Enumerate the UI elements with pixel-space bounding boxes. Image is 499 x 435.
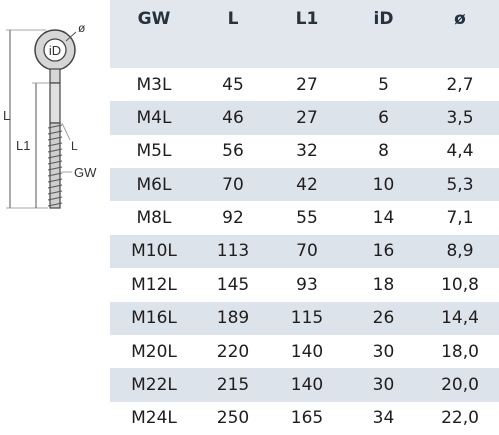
table-cell: 140 [268,334,346,369]
table-cell: 70 [268,234,346,269]
eye-bolt-icon: iD ø L L1 L GW [3,21,97,209]
table-cell: 14,4 [421,301,499,335]
table-cell: 10,8 [421,268,499,302]
table-cell: 5,3 [421,168,499,202]
table-cell: 8,9 [421,234,499,269]
table-cell: 92 [198,201,268,235]
table-cell: 18 [346,268,421,302]
table-cell: 55 [268,201,346,235]
table-cell: 34 [346,401,421,435]
column-header: L [198,0,268,68]
table-cell: 113 [198,234,268,269]
label-shank: L [71,139,78,153]
table-cell: 215 [198,368,268,402]
table-cell: 220 [198,334,268,369]
dimensions-table: GW L L1 iD ø M3L 45 27 5 2,7 M4L 46 27 6 3,5 M5L 56 32 8 4,… [110,0,499,435]
table-cell: 30 [346,368,421,402]
column-header: iD [346,0,421,68]
eye-bolt-drawing: iD ø L L1 L GW [0,0,110,230]
table-cell: M3L [110,68,198,102]
table-cell: 27 [268,101,346,135]
table-cell: 4,4 [421,134,499,169]
table-cell: M22L [110,368,198,402]
table-cell: 6 [346,101,421,135]
table-cell: 5 [346,68,421,102]
table-cell: 30 [346,334,421,369]
table-cell: 8 [346,134,421,169]
table-cell: 18,0 [421,334,499,369]
label-inner-diameter: iD [49,43,61,58]
table-cell: 140 [268,368,346,402]
label-thread: GW [74,165,97,180]
column-header: ø [421,0,499,68]
table-cell: 56 [198,134,268,169]
table-cell: 14 [346,201,421,235]
table-cell: M5L [110,134,198,169]
table-cell: M20L [110,334,198,369]
label-length: L [3,108,10,123]
table-cell: M8L [110,201,198,235]
table-cell: 46 [198,101,268,135]
column-header: L1 [268,0,346,68]
table-cell: 10 [346,168,421,202]
table-cell: 115 [268,301,346,335]
table-cell: M4L [110,101,198,135]
label-length1: L1 [16,138,30,153]
table-cell: 70 [198,168,268,202]
table-cell: 189 [198,301,268,335]
table-cell: 250 [198,401,268,435]
column-header: GW [110,0,198,68]
table-cell: 32 [268,134,346,169]
table-cell: M10L [110,234,198,269]
table-cell: 26 [346,301,421,335]
label-diameter: ø [78,21,86,35]
table-cell: M24L [110,401,198,435]
table-cell: 145 [198,268,268,302]
table-cell: 7,1 [421,201,499,235]
table-cell: 2,7 [421,68,499,102]
table-cell: 22,0 [421,401,499,435]
table-cell: 27 [268,68,346,102]
table-cell: 45 [198,68,268,102]
table-cell: M6L [110,168,198,202]
table-cell: 93 [268,268,346,302]
table-cell: 42 [268,168,346,202]
table-cell: 165 [268,401,346,435]
table-cell: 3,5 [421,101,499,135]
table-cell: M16L [110,301,198,335]
table-cell: 16 [346,234,421,269]
table-cell: M12L [110,268,198,302]
table-cell: 20,0 [421,368,499,402]
